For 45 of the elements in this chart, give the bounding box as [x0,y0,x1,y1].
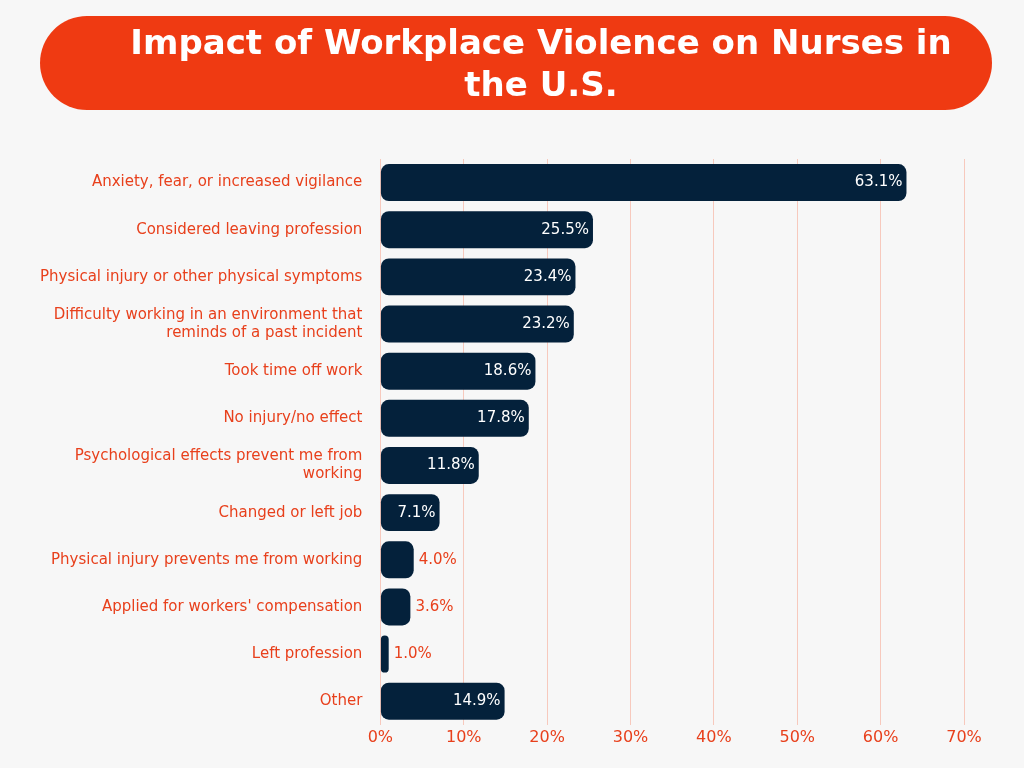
bar [380,399,529,437]
x-tick-label: 10% [445,726,482,746]
data-label: 3.6% [415,596,454,615]
bar [380,164,907,202]
data-label: 23.4% [523,266,572,285]
x-tick-label: 0% [367,726,394,746]
data-label: 25.5% [541,219,589,238]
data-label: 18.6% [483,361,532,380]
data-label: 4.0% [418,549,457,568]
chart-title: Impact of Workplace Violence on Nurses in the U.S. [40,16,992,110]
data-label: 11.8% [427,455,475,474]
bar [380,352,536,390]
bar [380,541,414,579]
x-tick-label: 50% [779,726,816,746]
x-tick-label: 30% [612,726,649,746]
x-tick-label: 40% [696,726,732,746]
bar [380,682,505,720]
y-tick-label: Other [319,691,364,710]
x-tick-label: 70% [946,726,982,746]
y-tick-label: Applied for workers' compensation [101,596,363,615]
y-tick-label: Difficulty working in an environment that reminds of a past incident [53,304,363,341]
bar [380,588,411,626]
data-label: 14.9% [452,691,501,710]
bar [380,305,574,343]
y-tick-label: Anxiety, fear, or increased vigilance [91,172,363,191]
bar [380,258,576,296]
y-tick-label: Physical injury prevents me from working [50,549,363,568]
data-label: 23.2% [522,313,570,332]
bar [380,635,389,673]
data-label: 1.0% [393,643,432,662]
bar [380,494,440,532]
y-tick-label: Considered leaving profession [136,219,363,238]
x-tick-label: 20% [529,726,565,746]
y-tick-label: Psychological effects prevent me from working [74,446,363,483]
data-label: 17.8% [477,408,525,427]
y-tick-label: Took time off work [223,361,363,380]
y-tick-label: Physical injury or other physical symptoms [39,266,363,285]
y-tick-label: Changed or left job [218,502,363,521]
data-label: 63.1% [854,172,903,191]
bar [380,211,593,249]
y-tick-label: No injury/no effect [223,408,363,427]
y-tick-label: Left profession [251,643,363,662]
x-tick-label: 60% [862,726,899,746]
bar [380,446,479,484]
data-label: 7.1% [397,502,436,521]
